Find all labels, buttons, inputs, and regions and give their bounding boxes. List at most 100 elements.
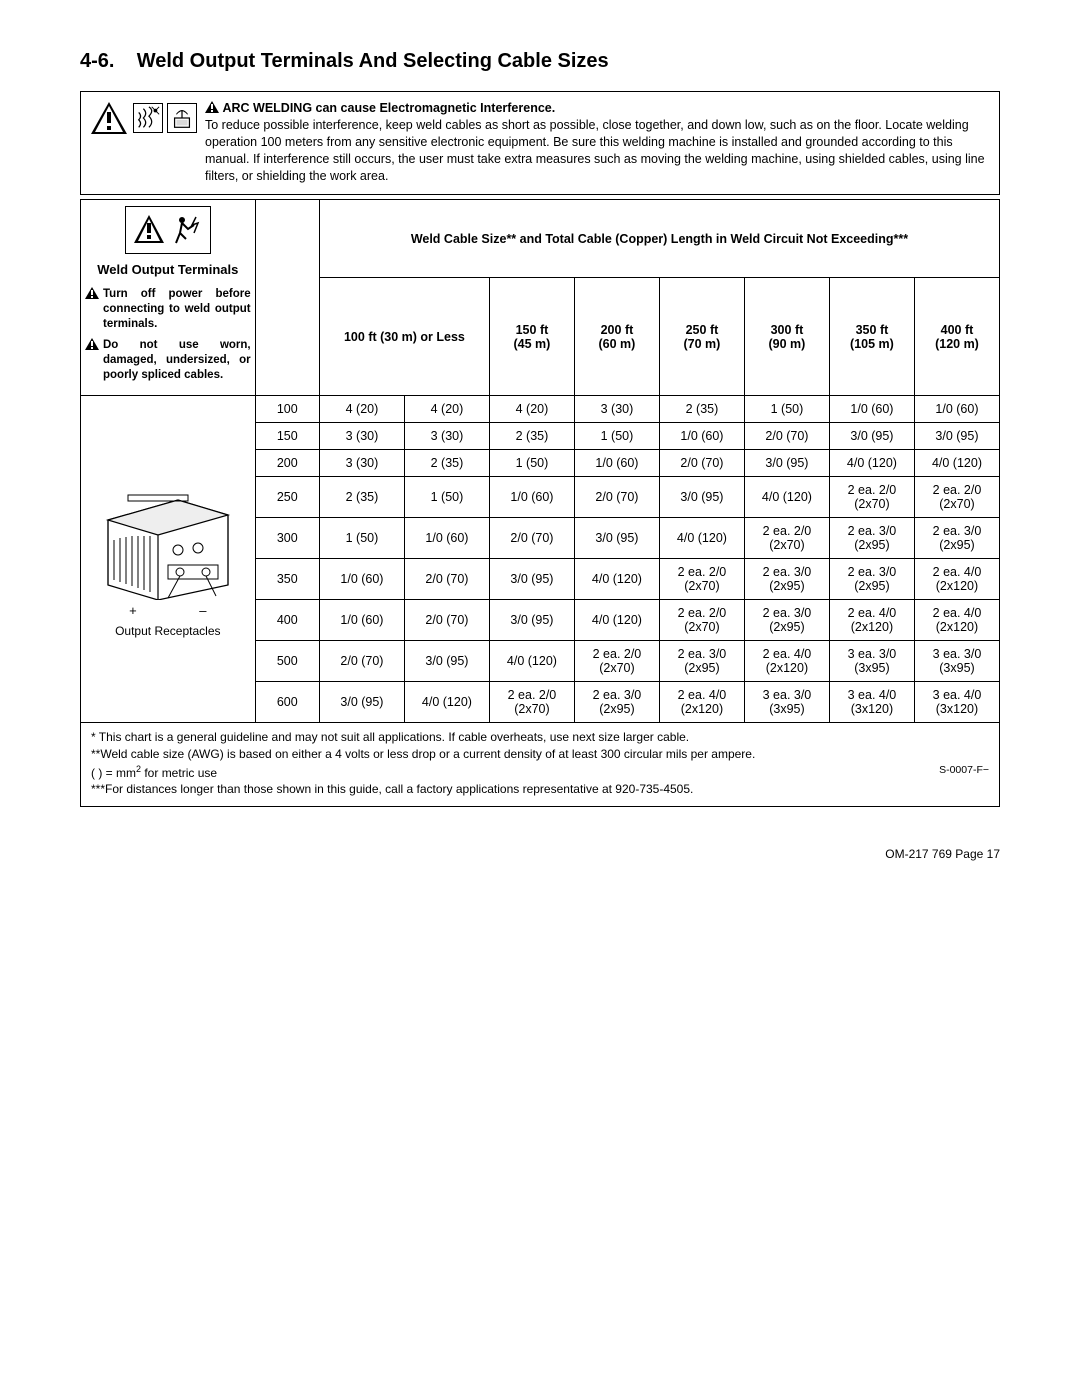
cable-size-cell: 2 ea. 4/0(2x120): [744, 641, 829, 682]
cable-size-cell: 1/0 (60): [319, 600, 404, 641]
cable-size-cell: 2 ea. 3/0(2x95): [659, 641, 744, 682]
cable-size-cell: 2 ea. 4/0(2x120): [914, 559, 999, 600]
cable-size-table: Weld Output Terminals Turn off power bef…: [80, 199, 1000, 723]
cable-size-cell: 2 ea. 4/0(2x120): [914, 600, 999, 641]
electric-shock-icon: [170, 213, 204, 247]
amp-cell: 200: [255, 450, 319, 477]
cable-size-cell: 3/0 (95): [404, 641, 489, 682]
warn-text-2: Do not use worn, damaged, undersized, or…: [103, 338, 251, 383]
cable-size-cell: 4/0 (120): [489, 641, 574, 682]
cable-size-cell: 3 ea. 3/0(3x95): [744, 682, 829, 723]
cable-size-cell: 2 ea. 3/0(2x95): [744, 559, 829, 600]
cable-size-cell: 3/0 (95): [319, 682, 404, 723]
cable-size-cell: 3/0 (95): [659, 477, 744, 518]
cable-size-cell: 2 ea. 2/0(2x70): [744, 518, 829, 559]
col-350ft: 350 ft(105 m): [829, 278, 914, 396]
cable-size-cell: 2/0 (70): [659, 450, 744, 477]
minus-label: –: [199, 603, 206, 618]
shock-triangle-icon: [132, 213, 166, 247]
cable-size-cell: 1 (50): [744, 396, 829, 423]
doc-ref: S-0007-F−: [939, 763, 989, 778]
cable-size-cell: 1/0 (60): [914, 396, 999, 423]
section-title: 4-6. Weld Output Terminals And Selecting…: [80, 50, 1000, 73]
cable-size-cell: 3 ea. 3/0(3x95): [914, 641, 999, 682]
cable-size-cell: 2 ea. 2/0(2x70): [829, 477, 914, 518]
page-footer: OM-217 769 Page 17: [80, 847, 1000, 861]
cable-size-cell: 3/0 (95): [829, 423, 914, 450]
footnote-2a: **Weld cable size (AWG) is based on eith…: [91, 746, 989, 763]
warning-inline-triangle-icon: [205, 101, 222, 115]
cable-size-cell: 2 ea. 2/0(2x70): [659, 600, 744, 641]
cable-size-cell: 4/0 (120): [914, 450, 999, 477]
cable-size-cell: 2/0 (70): [489, 518, 574, 559]
warning-body: To reduce possible interference, keep we…: [205, 118, 985, 183]
cable-size-cell: 2/0 (70): [744, 423, 829, 450]
cable-size-cell: 3 (30): [574, 396, 659, 423]
cable-size-cell: 1 (50): [404, 477, 489, 518]
warning-icons: [81, 92, 205, 144]
cable-size-cell: 3 (30): [404, 423, 489, 450]
cable-size-cell: 2 ea. 3/0(2x95): [829, 559, 914, 600]
warning-heading: ARC WELDING can cause Electromagnetic In…: [222, 101, 555, 115]
cable-size-cell: 1 (50): [319, 518, 404, 559]
cable-size-cell: 2 ea. 4/0(2x120): [829, 600, 914, 641]
footnotes-box: * This chart is a general guideline and …: [80, 723, 1000, 807]
plus-label: +: [129, 603, 137, 618]
cable-size-cell: 1 (50): [489, 450, 574, 477]
col-150ft: 150 ft(45 m): [489, 278, 574, 396]
cable-size-cell: 1/0 (60): [574, 450, 659, 477]
cable-size-cell: 1 (50): [574, 423, 659, 450]
cable-size-cell: 2/0 (70): [404, 559, 489, 600]
cable-size-cell: 2 ea. 4/0(2x120): [659, 682, 744, 723]
cable-size-span-header: Weld Cable Size** and Total Cable (Coppe…: [319, 200, 999, 278]
section-title-text: Weld Output Terminals And Selecting Cabl…: [137, 50, 609, 72]
warning-triangle-icon: [89, 100, 129, 136]
cable-size-cell: 1/0 (60): [319, 559, 404, 600]
warn-list-item-2: Do not use worn, damaged, undersized, or…: [85, 338, 251, 383]
cable-size-cell: 4 (20): [319, 396, 404, 423]
col-300ft: 300 ft(90 m): [744, 278, 829, 396]
cable-size-cell: 2 (35): [404, 450, 489, 477]
cable-size-cell: 2 (35): [319, 477, 404, 518]
cable-size-cell: 4 (20): [404, 396, 489, 423]
cable-size-cell: 3 (30): [319, 450, 404, 477]
weld-output-terminals-label: Weld Output Terminals: [97, 262, 238, 277]
cable-size-cell: 2/0 (70): [319, 641, 404, 682]
amp-cell: 150: [255, 423, 319, 450]
col-100ft: 100 ft (30 m) or Less: [319, 278, 489, 396]
cable-size-cell: 2 (35): [659, 396, 744, 423]
cable-size-cell: 4 (20): [489, 396, 574, 423]
amp-cell: 350: [255, 559, 319, 600]
amp-cell: 500: [255, 641, 319, 682]
cable-size-cell: 3 ea. 4/0(3x120): [829, 682, 914, 723]
cable-size-cell: 2 ea. 3/0(2x95): [829, 518, 914, 559]
cable-size-cell: 2 (35): [489, 423, 574, 450]
cable-size-cell: 2 ea. 3/0(2x95): [574, 682, 659, 723]
cable-size-cell: 2 ea. 2/0(2x70): [914, 477, 999, 518]
cable-size-cell: 1/0 (60): [829, 396, 914, 423]
cable-size-cell: 2 ea. 3/0(2x95): [744, 600, 829, 641]
amp-cell: 400: [255, 600, 319, 641]
machine-image-cell: +–Output Receptacles: [81, 396, 256, 723]
cable-size-cell: 2 ea. 2/0(2x70): [659, 559, 744, 600]
emi-waves-icon: [133, 103, 163, 133]
section-number: 4-6.: [80, 50, 114, 72]
emi-warning-box: ARC WELDING can cause Electromagnetic In…: [80, 91, 1000, 195]
warn-list-item-1: Turn off power before connecting to weld…: [85, 287, 251, 332]
cable-size-cell: 1/0 (60): [659, 423, 744, 450]
cable-size-cell: 3/0 (95): [744, 450, 829, 477]
amp-cell: 250: [255, 477, 319, 518]
cable-size-cell: 2/0 (70): [404, 600, 489, 641]
footnote-2b: ( ) = mm2 for metric use S-0007-F−: [91, 763, 989, 782]
cable-size-cell: 4/0 (120): [404, 682, 489, 723]
cable-size-cell: 3 (30): [319, 423, 404, 450]
col-400ft: 400 ft(120 m): [914, 278, 999, 396]
amp-header-blank: [255, 200, 319, 396]
cable-size-cell: 1/0 (60): [489, 477, 574, 518]
left-header-cell: Weld Output Terminals Turn off power bef…: [81, 200, 256, 396]
col-250ft: 250 ft(70 m): [659, 278, 744, 396]
table-row: +–Output Receptacles1004 (20)4 (20)4 (20…: [81, 396, 1000, 423]
cable-size-cell: 2/0 (70): [574, 477, 659, 518]
footnote-1: * This chart is a general guideline and …: [91, 729, 989, 746]
warning-text-block: ARC WELDING can cause Electromagnetic In…: [205, 92, 999, 194]
